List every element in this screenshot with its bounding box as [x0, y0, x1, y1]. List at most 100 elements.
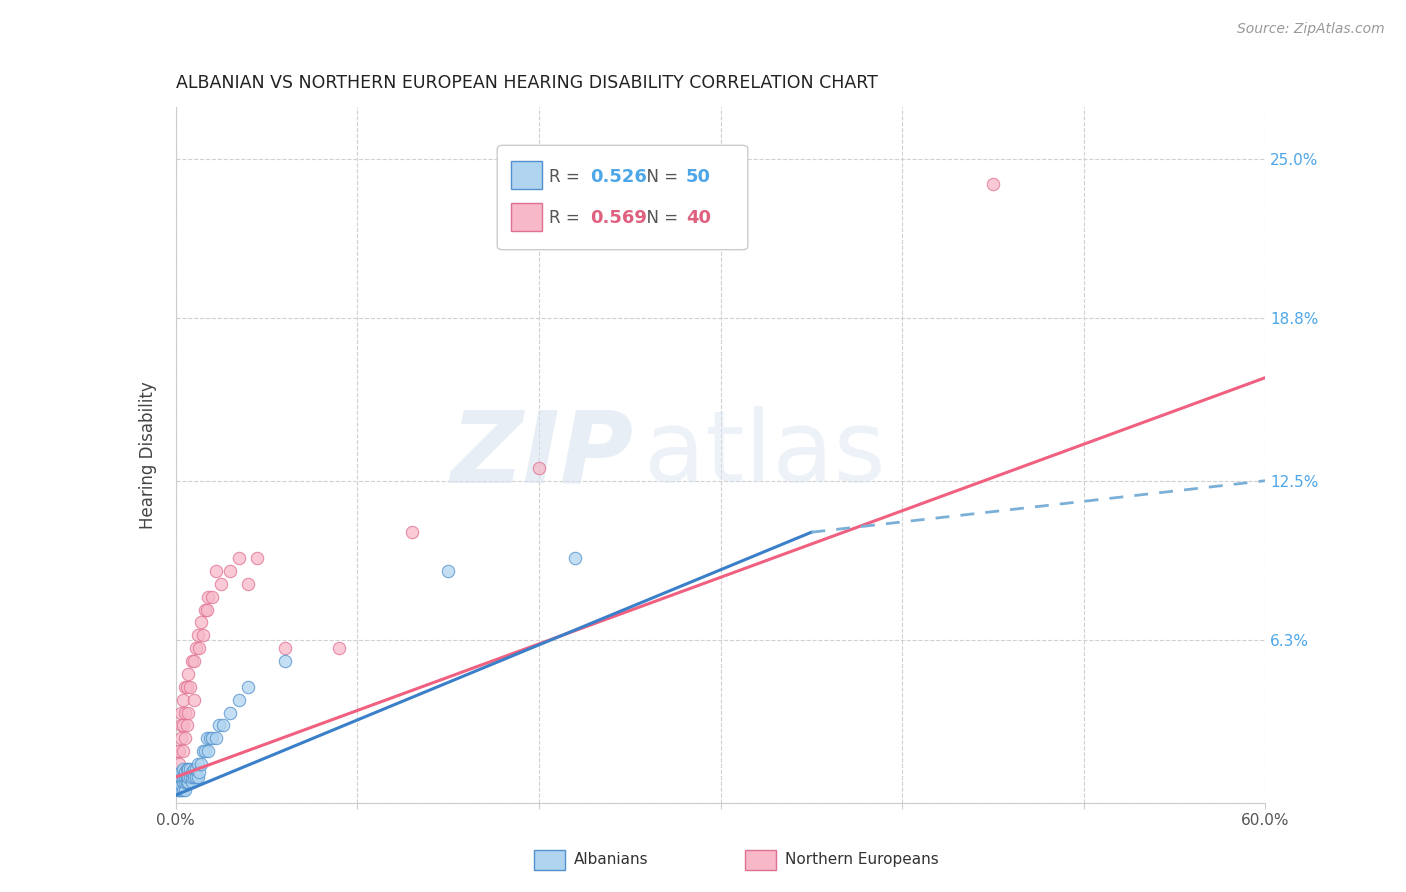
Text: ALBANIAN VS NORTHERN EUROPEAN HEARING DISABILITY CORRELATION CHART: ALBANIAN VS NORTHERN EUROPEAN HEARING DI… — [176, 74, 877, 92]
Point — [172, 783, 194, 797]
Point — [173, 764, 195, 779]
Point — [197, 744, 219, 758]
Text: ZIP: ZIP — [450, 407, 633, 503]
Point — [186, 628, 209, 642]
Point — [172, 762, 194, 776]
Point — [564, 551, 586, 566]
Point — [173, 770, 195, 784]
Point — [186, 757, 209, 772]
Point — [246, 551, 269, 566]
Point — [170, 764, 193, 779]
Point — [200, 731, 222, 746]
FancyBboxPatch shape — [498, 145, 748, 250]
Point — [181, 775, 204, 789]
Text: N =: N = — [636, 210, 683, 227]
Text: 40: 40 — [686, 210, 710, 227]
Point — [173, 706, 195, 720]
Point — [274, 641, 297, 656]
Text: Albanians: Albanians — [574, 853, 648, 867]
Point — [183, 770, 205, 784]
Point — [176, 718, 198, 732]
Point — [176, 680, 198, 694]
Point — [170, 783, 193, 797]
Point — [179, 770, 201, 784]
FancyBboxPatch shape — [512, 161, 541, 189]
Text: 50: 50 — [686, 168, 710, 186]
Point — [188, 764, 211, 779]
Point — [183, 692, 205, 706]
Point — [981, 178, 1004, 192]
Point — [208, 718, 231, 732]
Point — [184, 641, 207, 656]
Point — [179, 680, 201, 694]
Text: Northern Europeans: Northern Europeans — [785, 853, 938, 867]
Point — [197, 590, 219, 604]
Point — [195, 602, 218, 616]
Point — [172, 775, 194, 789]
Point — [172, 744, 194, 758]
Point — [173, 680, 195, 694]
Point — [170, 778, 193, 792]
Text: N =: N = — [636, 168, 683, 186]
Text: atlas: atlas — [644, 407, 886, 503]
Point — [166, 744, 188, 758]
Point — [186, 770, 209, 784]
Point — [181, 770, 204, 784]
Point — [188, 641, 211, 656]
Point — [191, 628, 214, 642]
Point — [177, 667, 200, 681]
Point — [170, 718, 193, 732]
Point — [204, 731, 226, 746]
Point — [170, 706, 193, 720]
Point — [176, 775, 198, 789]
Point — [219, 706, 242, 720]
Point — [219, 564, 242, 578]
Point — [179, 762, 201, 776]
FancyBboxPatch shape — [512, 203, 541, 231]
Y-axis label: Hearing Disability: Hearing Disability — [139, 381, 157, 529]
Text: 0.526: 0.526 — [591, 168, 647, 186]
Point — [194, 744, 217, 758]
Point — [169, 770, 191, 784]
Point — [170, 731, 193, 746]
Point — [169, 757, 191, 772]
Point — [191, 744, 214, 758]
Point — [172, 770, 194, 784]
Point — [169, 783, 191, 797]
Point — [176, 770, 198, 784]
Point — [170, 770, 193, 784]
Point — [201, 731, 224, 746]
Point — [173, 775, 195, 789]
Point — [184, 762, 207, 776]
Point — [527, 460, 550, 475]
Point — [190, 757, 212, 772]
Text: R =: R = — [550, 168, 585, 186]
Point — [212, 718, 235, 732]
Text: 0.569: 0.569 — [591, 210, 647, 227]
Point — [401, 525, 423, 540]
Point — [190, 615, 212, 630]
Point — [166, 783, 188, 797]
Point — [184, 770, 207, 784]
Point — [172, 692, 194, 706]
Point — [173, 731, 195, 746]
Point — [173, 783, 195, 797]
Text: Source: ZipAtlas.com: Source: ZipAtlas.com — [1237, 22, 1385, 37]
Point — [195, 731, 218, 746]
Point — [169, 744, 191, 758]
Point — [328, 641, 350, 656]
Point — [201, 590, 224, 604]
Point — [183, 654, 205, 668]
Point — [181, 764, 204, 779]
Point — [176, 762, 198, 776]
Point — [204, 564, 226, 578]
Point — [228, 551, 250, 566]
Point — [177, 762, 200, 776]
Point — [238, 576, 260, 591]
Point — [228, 692, 250, 706]
Point — [177, 706, 200, 720]
Point — [274, 654, 297, 668]
Point — [183, 762, 205, 776]
Point — [181, 654, 204, 668]
Point — [238, 680, 260, 694]
